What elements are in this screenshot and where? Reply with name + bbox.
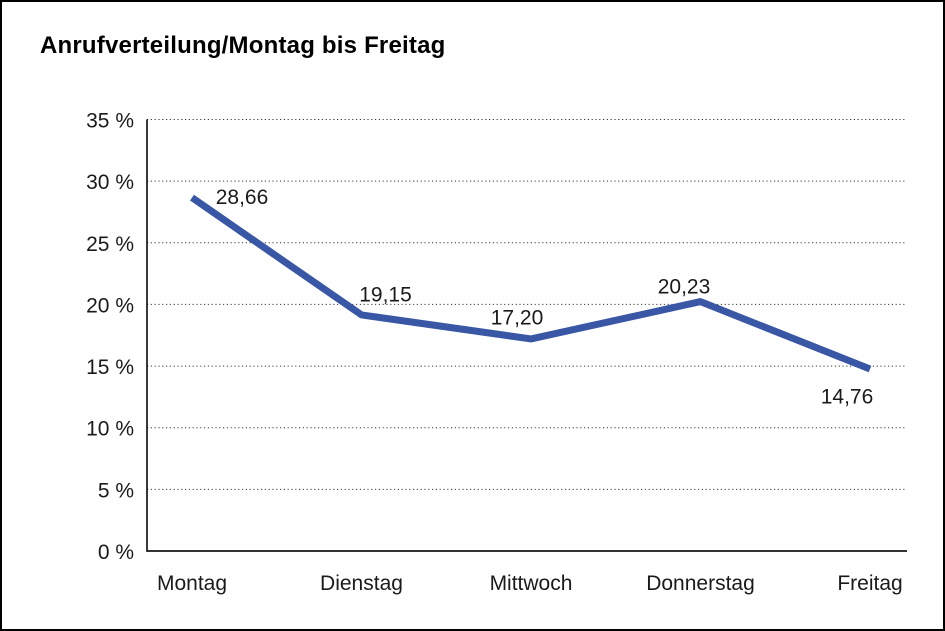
- chart-title: Anrufverteilung/Montag bis Freitag: [40, 32, 446, 59]
- y-axis-tick-label: 0 %: [98, 541, 134, 564]
- y-axis-tick-label: 5 %: [98, 479, 134, 502]
- x-axis-category-label: Donnerstag: [646, 572, 755, 595]
- y-axis-tick-label: 20 %: [86, 294, 134, 317]
- y-axis-tick-label: 10 %: [86, 418, 134, 441]
- x-axis-category-label: Freitag: [837, 572, 902, 595]
- y-axis-tick-label: 30 %: [86, 171, 134, 194]
- data-point-label: 14,76: [821, 386, 874, 409]
- data-series-line: [190, 194, 872, 373]
- y-axis-tick-label: 15 %: [86, 356, 134, 379]
- x-axis-category-label: Dienstag: [320, 572, 403, 595]
- data-point-label: 17,20: [491, 306, 544, 329]
- data-point-label: 28,66: [216, 186, 269, 209]
- data-point-label: 20,23: [658, 276, 711, 299]
- y-axis-tick-label: 35 %: [86, 110, 134, 133]
- x-axis-category-label: Mittwoch: [490, 572, 573, 595]
- data-point-label: 19,15: [359, 283, 412, 306]
- y-axis-tick-label: 25 %: [86, 233, 134, 256]
- x-axis-category-label: Montag: [157, 572, 227, 595]
